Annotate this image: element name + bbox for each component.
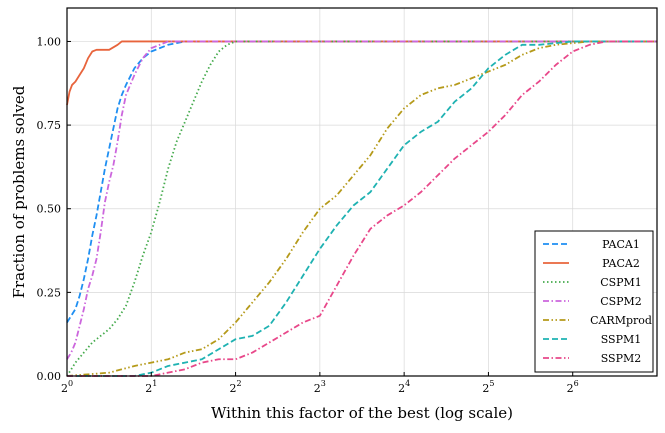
x-tick-exponent: 2 — [237, 379, 242, 388]
y-tick-label: 1.00 — [37, 35, 62, 48]
x-tick-exponent: 1 — [152, 379, 157, 388]
legend-label-carmprod: CARMprod — [590, 314, 652, 327]
series-line-carmprod — [66, 40, 657, 377]
series-line-sspm1 — [67, 40, 657, 377]
plot-frame — [66, 7, 658, 377]
legend-label-sspm1: SSPM1 — [601, 333, 642, 346]
x-axis-label: Within this factor of the best (log scal… — [211, 404, 513, 422]
x-tick-base: 2 — [567, 382, 574, 395]
x-tick-exponent: 6 — [574, 379, 579, 388]
series-line-paca1 — [66, 40, 657, 323]
x-tick-label: 23 — [314, 379, 326, 395]
y-tick-label: 0.25 — [37, 286, 62, 299]
x-tick-base: 2 — [482, 382, 489, 395]
x-tick-base: 2 — [398, 382, 405, 395]
legend-label-cspm2: CSPM2 — [600, 295, 642, 308]
x-tick-base: 2 — [145, 382, 152, 395]
x-tick-exponent: 5 — [489, 379, 494, 388]
legend-label-paca2: PACA2 — [602, 257, 640, 270]
series-line-paca2 — [66, 40, 657, 106]
legend-label-cspm1: CSPM1 — [600, 276, 642, 289]
x-tick-label: 24 — [398, 379, 410, 395]
x-tick-label: 22 — [230, 379, 242, 395]
legend-label-paca1: PACA1 — [602, 238, 640, 251]
y-tick-label: 0.00 — [37, 370, 62, 383]
series-line-cspm2 — [66, 40, 657, 360]
legend: PACA1 PACA2 CSPM1 CSPM2 CARMprod SSPM1 SSPM2 — [534, 230, 654, 373]
series-line-cspm1 — [66, 40, 657, 377]
x-tick-label: 20 — [61, 379, 73, 395]
legend-box — [534, 230, 654, 373]
y-tick-label: 0.50 — [37, 203, 62, 216]
x-tick-label: 26 — [567, 379, 579, 395]
x-tick-exponent: 0 — [68, 379, 73, 388]
series-line-sspm2 — [67, 40, 657, 377]
x-tick-base: 2 — [314, 382, 321, 395]
y-axis-label: Fraction of problems solved — [10, 85, 28, 298]
x-tick-label: 21 — [145, 379, 157, 395]
x-tick-base: 2 — [61, 382, 68, 395]
y-tick-label: 0.75 — [37, 119, 62, 132]
x-tick-label: 25 — [482, 379, 494, 395]
x-tick-base: 2 — [230, 382, 237, 395]
legend-label-sspm2: SSPM2 — [601, 352, 642, 365]
x-tick-exponent: 3 — [321, 379, 326, 388]
series-layer — [66, 40, 657, 377]
x-tick-exponent: 4 — [405, 379, 410, 388]
